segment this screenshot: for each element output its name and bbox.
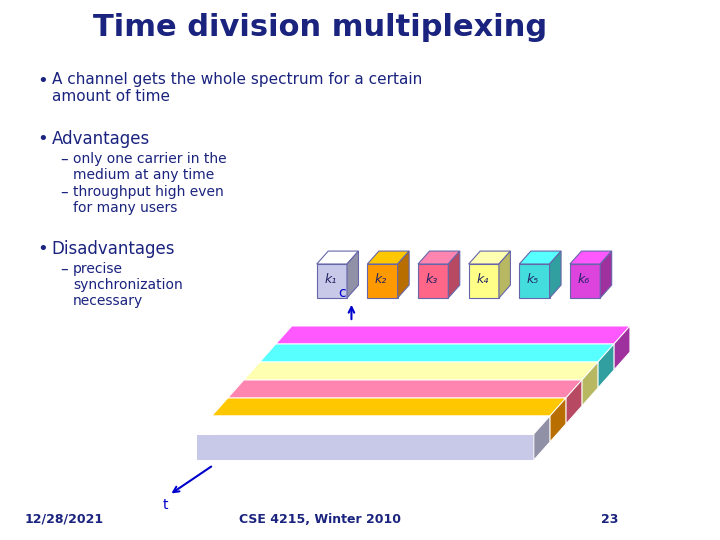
Polygon shape <box>519 251 561 264</box>
Text: only one carrier in the
medium at any time: only one carrier in the medium at any ti… <box>73 152 227 182</box>
Polygon shape <box>244 380 582 406</box>
Polygon shape <box>347 251 359 298</box>
Polygon shape <box>244 362 598 380</box>
Text: •: • <box>37 130 48 148</box>
Text: Advantages: Advantages <box>52 130 150 148</box>
Polygon shape <box>196 434 534 460</box>
Polygon shape <box>317 251 359 264</box>
Polygon shape <box>212 398 566 416</box>
Text: precise
synchronization
necessary: precise synchronization necessary <box>73 262 183 308</box>
Polygon shape <box>550 398 566 442</box>
Polygon shape <box>582 362 598 406</box>
Text: k₃: k₃ <box>426 273 438 286</box>
Text: k₅: k₅ <box>527 273 539 286</box>
Polygon shape <box>570 264 600 298</box>
Text: k₆: k₆ <box>577 273 590 286</box>
Text: Disadvantages: Disadvantages <box>52 240 175 258</box>
Polygon shape <box>566 380 582 424</box>
Text: t: t <box>163 498 168 512</box>
Polygon shape <box>469 251 510 264</box>
Text: CSE 4215, Winter 2010: CSE 4215, Winter 2010 <box>239 513 401 526</box>
Text: –: – <box>60 185 68 200</box>
Text: 23: 23 <box>601 513 618 526</box>
Polygon shape <box>614 326 630 370</box>
Text: k₄: k₄ <box>476 273 488 286</box>
Text: k₁: k₁ <box>324 273 336 286</box>
Text: •: • <box>37 240 48 258</box>
Text: –: – <box>60 262 68 277</box>
Polygon shape <box>397 251 409 298</box>
Polygon shape <box>418 264 449 298</box>
Polygon shape <box>228 380 582 398</box>
Text: 12/28/2021: 12/28/2021 <box>25 513 104 526</box>
Polygon shape <box>212 416 550 442</box>
Polygon shape <box>519 264 549 298</box>
Polygon shape <box>418 251 460 264</box>
Polygon shape <box>228 398 566 424</box>
Polygon shape <box>367 251 409 264</box>
Polygon shape <box>570 251 612 264</box>
Text: A channel gets the whole spectrum for a certain
amount of time: A channel gets the whole spectrum for a … <box>52 72 422 104</box>
Polygon shape <box>367 264 397 298</box>
Polygon shape <box>260 344 614 362</box>
Polygon shape <box>549 251 561 298</box>
Polygon shape <box>449 251 460 298</box>
Text: k₂: k₂ <box>375 273 387 286</box>
Polygon shape <box>469 264 499 298</box>
Text: Time division multiplexing: Time division multiplexing <box>93 14 547 43</box>
Polygon shape <box>276 326 630 344</box>
Polygon shape <box>499 251 510 298</box>
Polygon shape <box>598 344 614 388</box>
Text: c: c <box>338 286 346 300</box>
Polygon shape <box>260 362 598 388</box>
Polygon shape <box>317 264 347 298</box>
Polygon shape <box>276 344 614 370</box>
Text: •: • <box>37 72 48 90</box>
Polygon shape <box>196 416 550 434</box>
Text: –: – <box>60 152 68 167</box>
Polygon shape <box>534 416 550 460</box>
Polygon shape <box>600 251 612 298</box>
Text: throughput high even
for many users: throughput high even for many users <box>73 185 224 215</box>
